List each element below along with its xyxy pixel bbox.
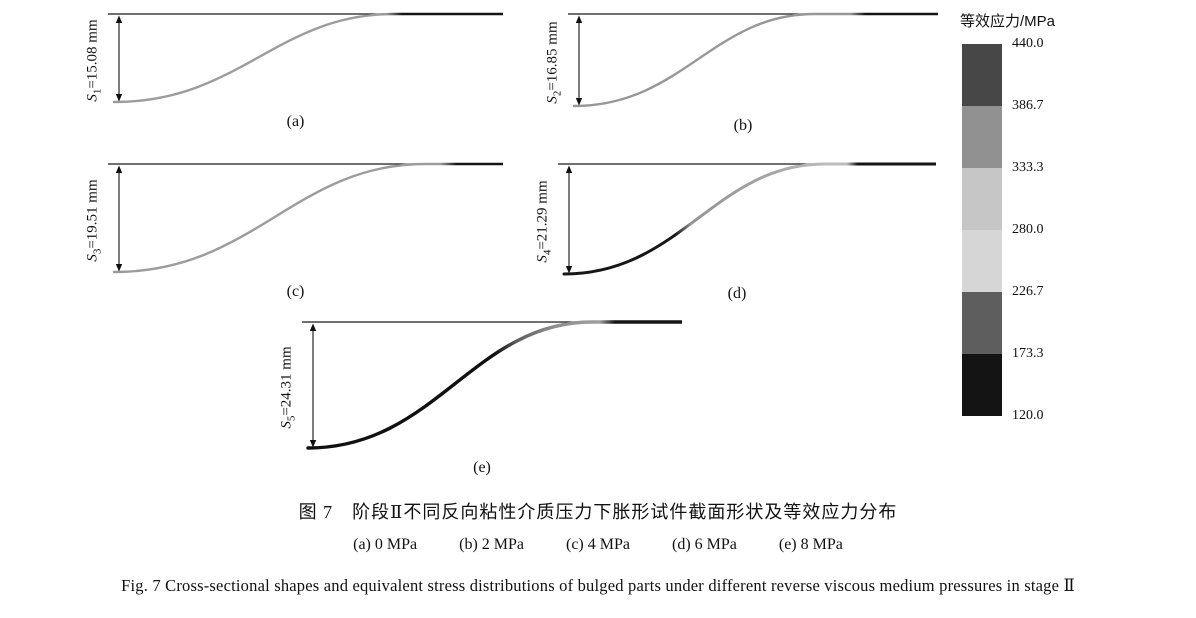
depth-symbol: S [84, 94, 101, 102]
depth-dimension-label-c: S3=19.51 mm [84, 179, 104, 262]
panel-e: S5=24.31 mm (e) [279, 314, 682, 477]
panel-d: S4=21.29 mm (d) [535, 156, 936, 303]
panel-b-label: (b) [733, 117, 753, 134]
colorbar-ticks: 440.0 386.7 333.3 280.0 226.7 173.3 120.0 [1012, 36, 1082, 423]
cross-section-curve [572, 12, 938, 108]
figure-caption-english: Fig. 7 Cross-sectional shapes and equiva… [121, 576, 1075, 595]
depth-arrow-head-top [115, 165, 123, 173]
colorbar-segment [962, 168, 1002, 230]
depth-arrow-head-top [115, 15, 123, 23]
colorbar-segment [962, 292, 1002, 354]
depth-arrow-head-bottom [309, 440, 317, 448]
panel-b: S2=16.85 mm (b) [545, 6, 938, 135]
cross-section-curve [112, 12, 503, 104]
panel-b-plot [568, 12, 938, 108]
cross-section-curve [112, 162, 503, 274]
subcaption-d: (d) 6 MPa [671, 536, 737, 553]
figure-caption-chinese: 图 7 阶段Ⅱ不同反向粘性介质压力下胀形试件截面形状及等效应力分布 [298, 502, 898, 522]
panel-d-label: (d) [727, 285, 747, 302]
depth-symbol: S [544, 96, 561, 104]
colorbar-tick-label: 280.0 [1012, 222, 1044, 237]
cross-section-curve [562, 162, 936, 276]
depth-arrow-head-bottom [115, 264, 123, 272]
subcaption-c: (c) 4 MPa [566, 536, 630, 553]
colorbar-segment [962, 354, 1002, 416]
depth-arrow-head-top [575, 15, 583, 23]
legend-title: 等效应力/MPa [960, 13, 1056, 30]
colorbar-tick-label: 386.7 [1012, 98, 1044, 113]
panel-c-label: (c) [286, 283, 305, 300]
depth-arrow-head-bottom [565, 266, 573, 274]
subcaption-b: (b) 2 MPa [459, 536, 524, 553]
depth-dimension-label-d: S4=21.29 mm [534, 180, 554, 263]
colorbar-tick-label: 440.0 [1012, 36, 1044, 51]
panel-c-plot [108, 162, 503, 274]
depth-arrow-head-bottom [575, 98, 583, 106]
colorbar-segment [962, 106, 1002, 168]
depth-dimension-label-e: S5=24.31 mm [278, 346, 298, 429]
colorbar-segment [962, 44, 1002, 106]
panel-a-plot [108, 12, 503, 104]
colorbar-tick-label: 333.3 [1012, 160, 1044, 175]
figure-subcaptions: (a) 0 MPa (b) 2 MPa (c) 4 MPa (d) 6 MPa (e) … [0, 536, 1196, 554]
panel-d-plot [558, 162, 936, 276]
subcaption-e: (e) 8 MPa [778, 536, 843, 553]
depth-arrow-head-top [309, 323, 317, 331]
panel-c: S3=19.51 mm (c) [85, 156, 503, 301]
depth-symbol: S [278, 421, 295, 429]
depth-symbol: S [84, 254, 101, 262]
colorbar-segments [962, 44, 1002, 416]
colorbar-tick-label: 173.3 [1012, 346, 1044, 361]
stress-legend: 等效应力/MPa 440.0 386.7 333.3 280.0 226.7 173.3 1… [960, 10, 1090, 440]
depth-symbol: S [534, 255, 551, 263]
subcaption-a: (a) 0 MPa [353, 536, 418, 553]
colorbar-tick-label: 120.0 [1012, 408, 1044, 423]
panel-e-plot [302, 320, 682, 450]
depth-dimension-label-b: S2=16.85 mm [544, 21, 564, 104]
depth-arrow-head-bottom [115, 94, 123, 102]
depth-arrow-head-top [565, 165, 573, 173]
colorbar-tick-label: 226.7 [1012, 284, 1044, 299]
panel-a-label: (a) [286, 113, 305, 130]
panel-e-label: (e) [473, 459, 491, 476]
colorbar-segment [962, 230, 1002, 292]
depth-dimension-label-a: S1=15.08 mm [84, 19, 104, 102]
cross-section-curve [306, 320, 682, 450]
panel-a: S1=15.08 mm (a) [85, 6, 503, 131]
